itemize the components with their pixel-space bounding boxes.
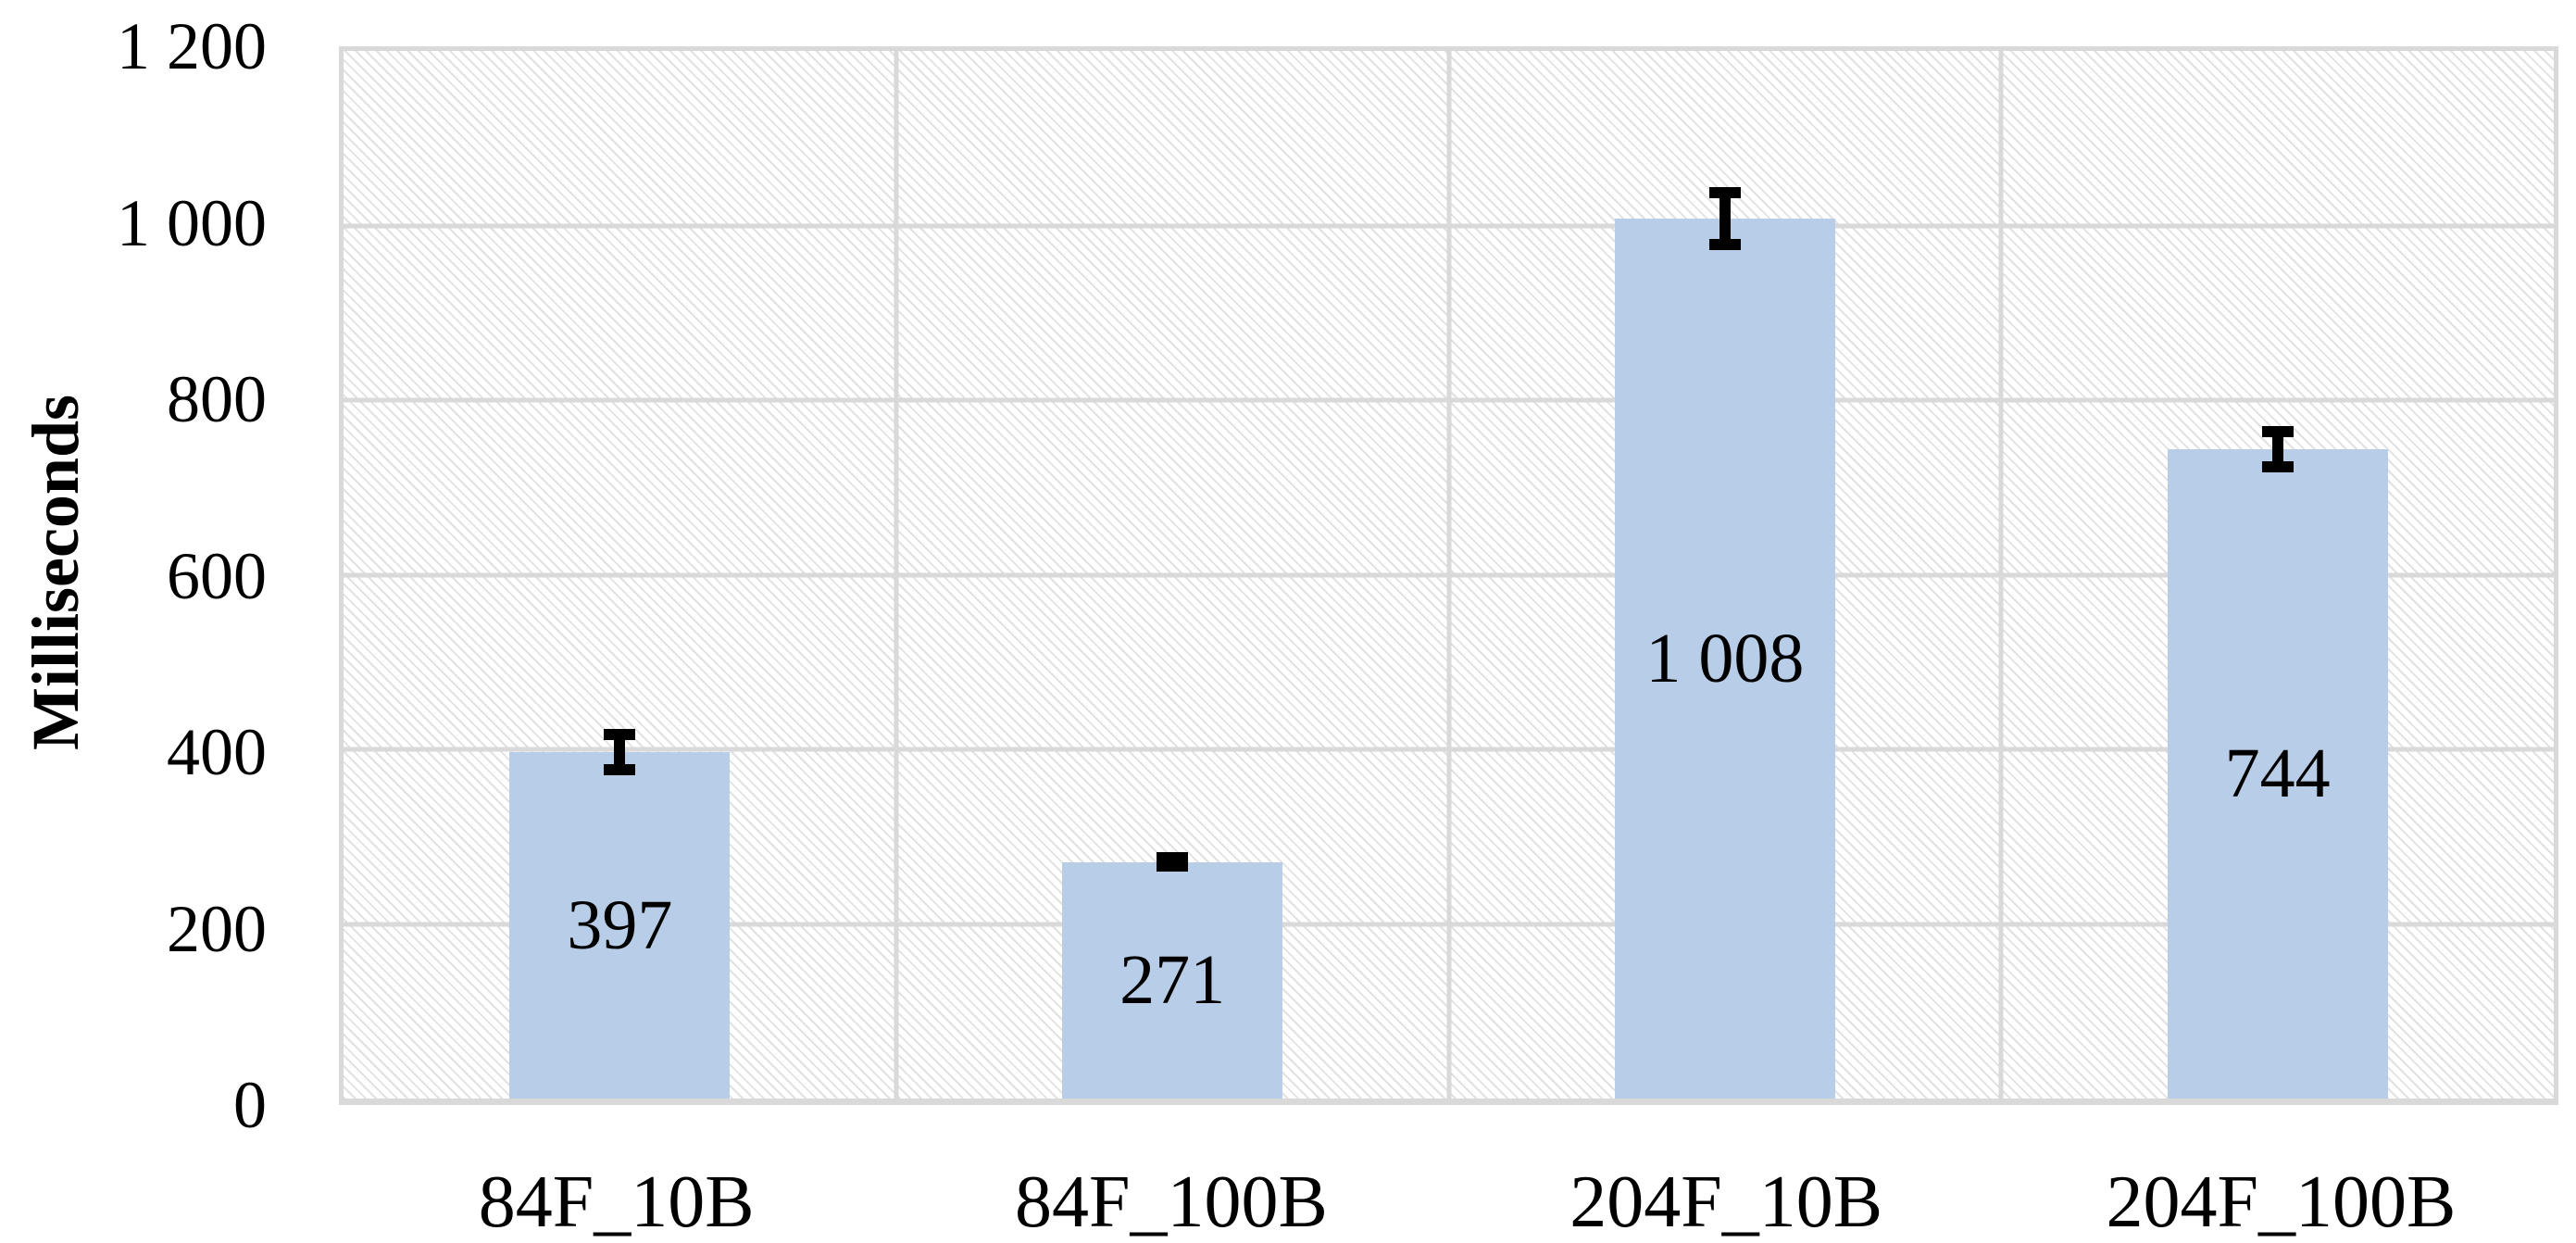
error-bar-stem bbox=[2271, 431, 2283, 467]
bar-84F_10B bbox=[509, 751, 731, 1099]
bar-204F_10B bbox=[1614, 218, 1835, 1099]
error-bar-top-cap bbox=[2261, 425, 2294, 437]
y-tick-label: 600 bbox=[167, 538, 267, 613]
v-gridline bbox=[1446, 51, 1451, 1099]
error-bar-top-cap bbox=[1157, 851, 1189, 863]
x-tick-label-84F_10B: 84F_10B bbox=[478, 1161, 755, 1243]
v-gridline bbox=[894, 51, 899, 1099]
bar-value-label: 1 008 bbox=[1645, 619, 1805, 697]
bar-value-label: 397 bbox=[567, 885, 673, 964]
bar-value-label: 271 bbox=[1119, 941, 1226, 1020]
v-gridline bbox=[1998, 51, 2004, 1099]
error-bar-bottom-cap bbox=[1157, 860, 1189, 873]
y-tick-label: 1 200 bbox=[117, 9, 267, 83]
y-tick-label: 0 bbox=[233, 1068, 267, 1142]
error-bar-bottom-cap bbox=[2261, 460, 2294, 472]
y-tick-label: 400 bbox=[167, 715, 267, 789]
error-bar-stem bbox=[614, 734, 626, 770]
bar-84F_100B bbox=[1062, 861, 1283, 1099]
bar-value-label: 744 bbox=[2224, 734, 2331, 813]
plot-area: 397 271 1 008 744 bbox=[339, 46, 2558, 1105]
error-bar-bottom-cap bbox=[604, 763, 636, 775]
error-bar bbox=[1708, 186, 1741, 251]
x-tick-label-84F_100B: 84F_100B bbox=[1014, 1161, 1328, 1243]
error-bar-bottom-cap bbox=[1708, 239, 1741, 251]
y-tick-label: 800 bbox=[167, 362, 267, 436]
y-tick-label: 200 bbox=[167, 891, 267, 966]
error-bar bbox=[604, 728, 636, 775]
error-bar-top-cap bbox=[1708, 186, 1741, 198]
error-bar-stem bbox=[1719, 192, 1731, 245]
y-tick-label: 1 000 bbox=[117, 185, 267, 260]
y-axis-tick-labels: 1 200 1 000 800 600 400 200 0 bbox=[0, 13, 267, 1138]
x-axis-tick-labels: 84F_10B 84F_100B 204F_10B 204F_100B bbox=[339, 1161, 2558, 1243]
x-tick-label-204F_100B: 204F_100B bbox=[2106, 1161, 2457, 1243]
x-tick-label-204F_10B: 204F_10B bbox=[1569, 1161, 1883, 1243]
bar-204F_100B bbox=[2167, 448, 2388, 1099]
error-bar bbox=[2261, 425, 2294, 472]
error-bar-top-cap bbox=[604, 728, 636, 740]
error-bar bbox=[1157, 851, 1189, 873]
